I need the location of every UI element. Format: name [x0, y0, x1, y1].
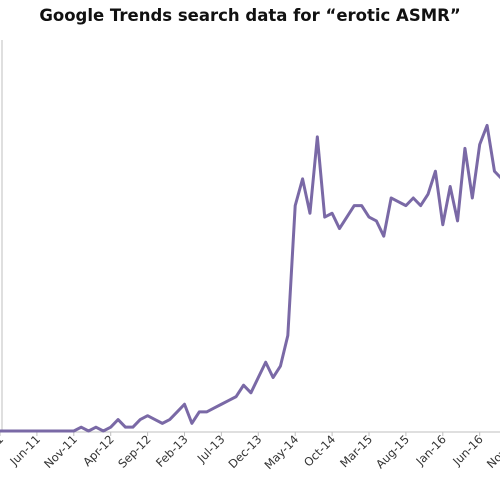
data-point: [264, 361, 267, 364]
data-point: [257, 376, 260, 379]
data-point: [6, 430, 9, 433]
data-point: [176, 410, 179, 413]
x-tick-label: Jan-16: [412, 432, 448, 468]
data-point: [124, 426, 127, 429]
data-point: [109, 426, 112, 429]
series-group: [0, 123, 500, 433]
data-point: [471, 196, 474, 199]
data-point: [316, 135, 319, 138]
x-tick-label: Dec-13: [225, 432, 264, 471]
data-point: [338, 227, 341, 230]
series-line: [0, 123, 500, 433]
chart-title: Google Trends search data for “erotic AS…: [39, 6, 461, 25]
data-point: [72, 430, 75, 433]
data-point: [301, 177, 304, 180]
data-point: [397, 200, 400, 203]
data-point: [35, 430, 38, 433]
data-point: [375, 219, 378, 222]
data-point: [205, 410, 208, 413]
data-point: [235, 395, 238, 398]
data-point: [168, 418, 171, 421]
data-point: [419, 204, 422, 207]
data-point: [463, 147, 466, 150]
data-point: [227, 399, 230, 402]
data-point: [161, 422, 164, 425]
x-tick-label: Jan-11: [0, 432, 6, 468]
data-point: [43, 430, 46, 433]
data-point: [427, 193, 430, 196]
data-point: [80, 426, 83, 429]
x-tick-label: Jun-16: [449, 432, 486, 469]
data-point: [486, 124, 489, 127]
x-tick-label: Nov-16: [484, 432, 500, 471]
data-point: [87, 430, 90, 433]
data-point: [220, 403, 223, 406]
x-tick-label: Mar-15: [337, 432, 375, 470]
data-point: [382, 235, 385, 238]
data-point: [368, 216, 371, 219]
data-point: [13, 430, 16, 433]
data-point: [102, 430, 105, 433]
data-point: [50, 430, 53, 433]
data-point: [449, 185, 452, 188]
data-point: [249, 391, 252, 394]
data-point: [441, 223, 444, 226]
data-point: [190, 422, 193, 425]
data-point: [28, 430, 31, 433]
data-point: [146, 414, 149, 417]
data-point: [308, 212, 311, 215]
x-tick-label: Feb-13: [153, 432, 191, 470]
data-point: [331, 212, 334, 215]
data-point: [286, 334, 289, 337]
data-point: [353, 204, 356, 207]
data-point: [360, 204, 363, 207]
x-tick-label: Nov-11: [41, 432, 80, 471]
data-point: [153, 418, 156, 421]
x-tick-label: Aug-15: [373, 432, 412, 471]
data-point: [139, 418, 142, 421]
x-tick-label: May-14: [261, 432, 301, 472]
x-tick-label: Oct-14: [301, 432, 338, 469]
data-point: [117, 418, 120, 421]
data-point: [213, 407, 216, 410]
x-tick-label: Sep-12: [115, 432, 154, 471]
data-point: [198, 410, 201, 413]
x-tick-label: Jun-11: [6, 432, 43, 469]
data-point: [434, 170, 437, 173]
data-point: [478, 143, 481, 146]
x-tick-label: Apr-12: [80, 432, 117, 469]
data-point: [345, 216, 348, 219]
data-point: [404, 204, 407, 207]
data-point: [279, 365, 282, 368]
data-point: [131, 426, 134, 429]
data-point: [294, 204, 297, 207]
data-point: [21, 430, 24, 433]
data-point: [493, 170, 496, 173]
x-tick-label: Jul-13: [194, 432, 228, 466]
data-point: [390, 196, 393, 199]
data-point: [323, 216, 326, 219]
data-point: [183, 403, 186, 406]
data-point: [65, 430, 68, 433]
data-point: [242, 384, 245, 387]
data-point: [272, 376, 275, 379]
data-point: [412, 196, 415, 199]
data-point: [456, 219, 459, 222]
data-point: [58, 430, 61, 433]
data-point: [94, 426, 97, 429]
